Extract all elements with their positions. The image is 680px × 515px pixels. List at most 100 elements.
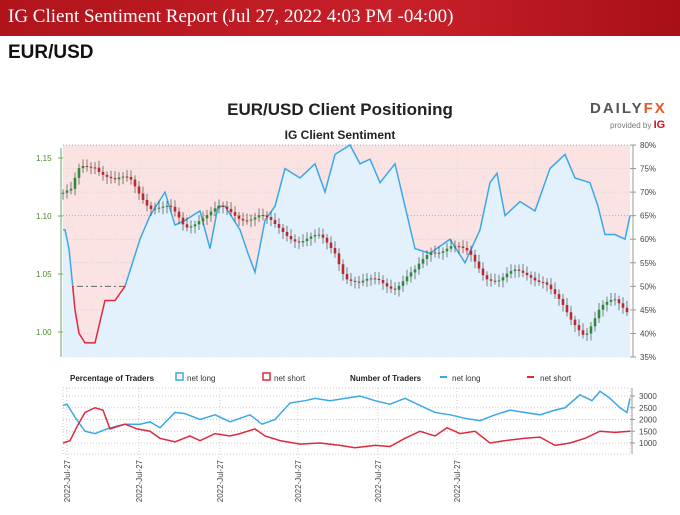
candle-body [253, 217, 257, 220]
candle-body [145, 199, 149, 206]
candle-body [497, 280, 501, 282]
candle-body [585, 333, 589, 335]
candle-body [153, 208, 157, 210]
candle-body [601, 304, 605, 310]
pct-tick-label: 35% [640, 353, 656, 362]
pct-tick-label: 70% [640, 188, 656, 197]
candle-body [85, 165, 89, 167]
candle-body [121, 176, 125, 178]
candle-body [421, 258, 425, 264]
candle-body [621, 303, 625, 308]
candle-body [513, 269, 517, 272]
candle-body [589, 326, 593, 334]
candle-body [309, 236, 313, 239]
candle-body [101, 171, 105, 175]
candle-body [229, 208, 233, 213]
candle-body [453, 246, 457, 248]
candle-body [461, 246, 465, 248]
candle-body [337, 253, 341, 265]
report-title: IG Client Sentiment Report (Jul 27, 2022… [8, 6, 454, 27]
candle-body [89, 166, 93, 168]
candle-body [477, 261, 481, 269]
candle-body [481, 268, 485, 276]
legend-num-label: Number of Traders [350, 374, 422, 383]
chart-subtitle: IG Client Sentiment [284, 128, 396, 142]
candle-body [465, 247, 469, 251]
candle-body [173, 206, 177, 212]
candle-body [377, 278, 381, 281]
candle-body [541, 281, 545, 283]
candle-body [225, 206, 229, 209]
candle-body [329, 242, 333, 249]
candle-body [77, 168, 81, 178]
candle-body [97, 167, 101, 172]
candle-body [549, 284, 553, 290]
candle-body [525, 272, 529, 276]
candle-body [281, 227, 285, 233]
candle-body [577, 325, 581, 331]
candle-body [397, 285, 401, 290]
candle-body [389, 286, 393, 289]
candle-body [365, 278, 369, 281]
candle-body [301, 241, 305, 243]
candle-body [509, 271, 513, 274]
candle-body [205, 215, 209, 219]
candle-body [517, 269, 521, 271]
candle-body [137, 186, 141, 194]
count-tick-label: 2500 [639, 404, 657, 413]
candle-body [505, 273, 509, 278]
count-tick-label: 3000 [639, 392, 657, 401]
candle-body [573, 319, 577, 326]
candle-body [157, 207, 161, 209]
pct-tick-label: 40% [640, 329, 656, 338]
candle-body [545, 282, 549, 285]
candle-body [241, 218, 245, 221]
pct-tick-label: 75% [640, 165, 656, 174]
price-tick-label: 1.00 [36, 328, 52, 337]
candle-body [613, 299, 617, 301]
candle-body [405, 276, 409, 282]
candle-body [369, 278, 373, 280]
candle-body [297, 241, 301, 243]
candle-body [313, 234, 317, 237]
candle-body [305, 238, 309, 242]
candle-body [321, 234, 325, 238]
candle-body [129, 176, 133, 180]
candle-body [333, 248, 337, 254]
sub-plot-frame [62, 387, 631, 455]
candle-body [521, 270, 525, 273]
legend-net-long-box [175, 372, 184, 381]
candle-body [493, 280, 497, 282]
candle-body [469, 250, 473, 255]
candle-body [213, 208, 217, 212]
candle-body [533, 277, 537, 281]
candle-body [597, 309, 601, 319]
candle-body [141, 193, 145, 200]
candle-body [181, 217, 185, 225]
pct-tick-label: 45% [640, 306, 656, 315]
candle-body [233, 212, 237, 216]
candle-body [501, 277, 505, 281]
candle-body [117, 177, 121, 180]
legend-net-short: net short [274, 374, 306, 383]
candle-body [221, 206, 225, 208]
candle-body [353, 280, 357, 282]
candle-body [373, 278, 377, 280]
price-tick-label: 1.15 [36, 154, 52, 163]
x-tick-label: 2022-Jul-27 [63, 459, 72, 502]
candle-body [605, 301, 609, 305]
pair-heading: EUR/USD [8, 42, 94, 63]
candle-body [197, 221, 201, 225]
price-tick-label: 1.05 [36, 270, 52, 279]
candle-body [261, 215, 265, 217]
legend-net-long: net long [187, 374, 215, 383]
candle-body [529, 275, 533, 278]
candle-body [393, 288, 397, 290]
candle-body [201, 218, 205, 222]
candle-body [133, 179, 137, 187]
legend-pct-label: Percentage of Traders [70, 374, 155, 383]
provided-by-ig: provided by IG [610, 119, 666, 131]
candle-body [249, 219, 253, 221]
price-tick-label: 1.10 [36, 212, 52, 221]
